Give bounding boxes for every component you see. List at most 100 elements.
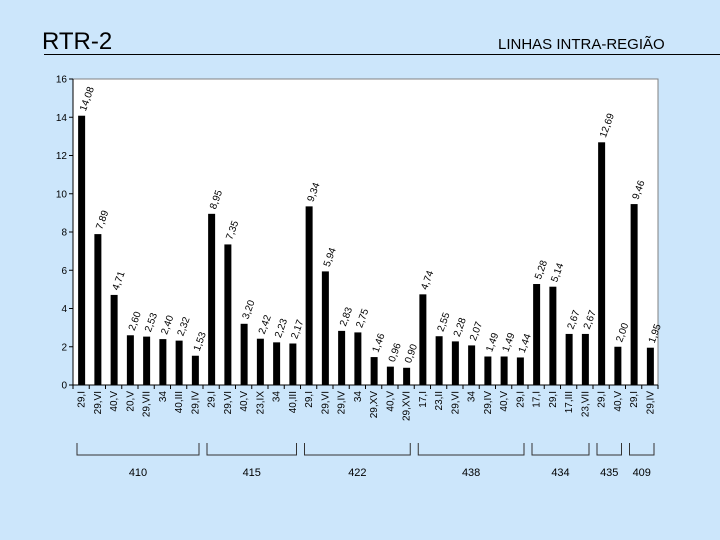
bar: [403, 367, 411, 385]
page-title: RTR-2: [42, 28, 113, 55]
category-label: 29,IV: [483, 391, 494, 415]
bar: [533, 284, 541, 385]
bar: [354, 332, 362, 385]
category-label: 40,III: [174, 391, 185, 413]
bar: [305, 206, 313, 385]
bar: [646, 347, 654, 385]
group-label: 435: [600, 467, 618, 479]
y-tick-label: 0: [61, 381, 67, 392]
category-label: 29,I: [515, 391, 526, 408]
bar: [614, 346, 622, 385]
category-label: 20,V: [125, 391, 136, 412]
bar: [191, 355, 199, 385]
category-label: 29,VII: [142, 391, 153, 417]
bar: [516, 357, 524, 385]
bar: [549, 286, 557, 385]
bar: [289, 343, 297, 385]
y-tick-label: 12: [56, 151, 68, 162]
category-label: 34: [272, 391, 283, 403]
y-tick-label: 6: [61, 266, 67, 277]
bar: [94, 234, 102, 385]
category-label: 29,IV: [337, 391, 348, 415]
y-tick-label: 4: [61, 304, 67, 315]
category-label: 29,VI: [450, 391, 461, 414]
bar: [484, 356, 492, 385]
category-label: 34: [353, 391, 364, 403]
category-label: 23,II: [434, 391, 445, 410]
y-tick-label: 2: [61, 342, 67, 353]
group-label: 422: [348, 467, 366, 479]
bar: [143, 336, 151, 385]
group-label: 438: [462, 467, 480, 479]
plot-area: [72, 78, 659, 386]
bar: [175, 340, 183, 385]
category-label: 29,I: [207, 391, 218, 408]
bar: [435, 336, 443, 385]
bar: [370, 357, 378, 385]
bar: [208, 213, 216, 385]
header-divider: [44, 54, 720, 55]
bar: [110, 294, 118, 385]
category-label: 23,VII: [580, 391, 591, 417]
category-label: 23,IX: [255, 391, 266, 415]
category-label: 29,IV: [645, 391, 656, 415]
category-label: 34: [467, 391, 478, 403]
y-tick-label: 10: [56, 189, 68, 200]
y-tick-label: 14: [56, 113, 68, 124]
bar: [256, 338, 264, 385]
category-label: 29,I: [77, 391, 88, 408]
bar: [240, 323, 248, 385]
group-bracket: [531, 443, 590, 456]
category-label: 34: [158, 391, 169, 403]
category-label: 29,IV: [190, 391, 201, 415]
bar: [419, 294, 427, 385]
bar: [581, 333, 589, 385]
group-label: 409: [633, 467, 651, 479]
y-tick-label: 16: [56, 75, 68, 86]
bar: [224, 244, 232, 385]
bar: [451, 341, 459, 385]
group-bracket: [596, 443, 622, 456]
bar: [630, 204, 638, 385]
category-label: 29,XV: [369, 391, 380, 419]
bar: [321, 271, 329, 385]
category-label: 40,V: [499, 391, 510, 412]
chart-subtitle: LINHAS INTRA-REGIÃO: [498, 36, 665, 53]
group-bracket: [629, 443, 655, 456]
group-bracket: [76, 443, 200, 456]
bar: [565, 333, 573, 385]
category-label: 17,I: [532, 391, 543, 408]
category-label: 29,I: [629, 391, 640, 408]
group-bracket: [304, 443, 411, 456]
category-label: 40,III: [288, 391, 299, 413]
category-label: 29,I: [304, 391, 315, 408]
group-label: 415: [243, 467, 261, 479]
category-label: 17,I: [418, 391, 429, 408]
bar: [468, 345, 476, 385]
bar: [159, 339, 167, 385]
category-label: 40,V: [239, 391, 250, 412]
bar: [598, 142, 606, 385]
category-label: 40,V: [613, 391, 624, 412]
category-label: 29,VI: [93, 391, 104, 414]
group-bracket: [417, 443, 525, 456]
category-label: 29,I: [548, 391, 559, 408]
group-label: 434: [551, 467, 569, 479]
group-bracket: [206, 443, 297, 456]
bar: [338, 330, 346, 385]
category-label: 29,VI: [320, 391, 331, 414]
bar: [78, 115, 86, 385]
category-label: 29,I: [597, 391, 608, 408]
category-label: 40,V: [109, 391, 120, 412]
category-label: 29,VI: [223, 391, 234, 414]
category-label: 40,V: [385, 391, 396, 412]
y-tick-label: 8: [61, 228, 67, 239]
group-label: 410: [129, 467, 147, 479]
bar: [273, 342, 281, 385]
bar: [500, 356, 508, 385]
category-label: 17,III: [564, 391, 575, 413]
category-label: 29,XVI: [402, 391, 413, 421]
bar: [126, 335, 134, 385]
bar: [386, 366, 394, 385]
